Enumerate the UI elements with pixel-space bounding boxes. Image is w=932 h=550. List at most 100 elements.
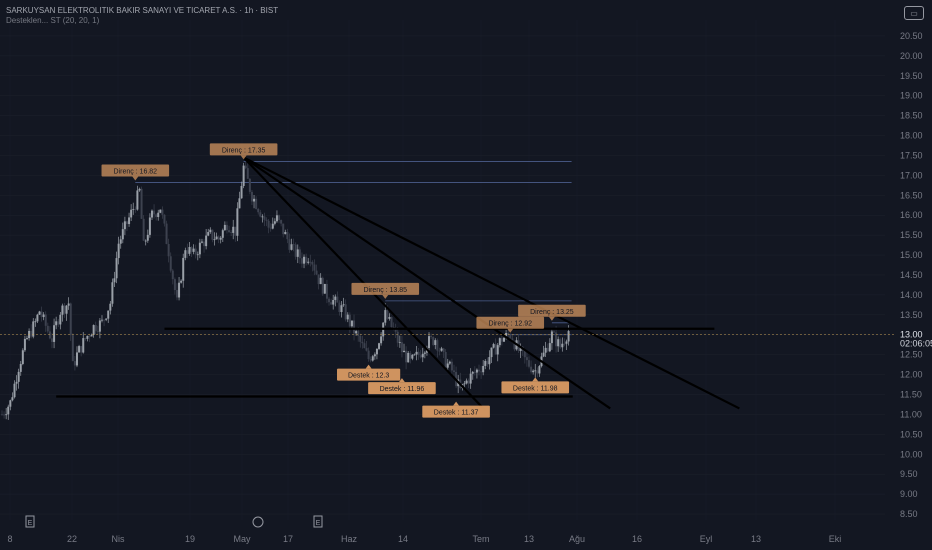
candle-body [421, 353, 424, 358]
candle-body [7, 406, 10, 415]
candle-body [361, 341, 364, 344]
clock-icon[interactable] [252, 516, 264, 528]
candle-body [228, 230, 231, 233]
candle-body [230, 232, 233, 233]
candle-body [46, 325, 49, 332]
candle-body [196, 254, 199, 256]
candle-body [496, 345, 499, 355]
y-tick-label: 16.50 [900, 190, 923, 200]
candle-body [19, 363, 22, 372]
label-pointer [398, 378, 405, 383]
candle-body [434, 340, 437, 345]
candle-body [480, 371, 483, 373]
x-axis[interactable]: 8 22 Nis 19 May 17 Haz 14 Tem 13 Ağu 16 Eyl 13 Eki [7, 534, 841, 544]
label-text: Destek : 11.98 [513, 385, 558, 392]
label-box [337, 368, 401, 381]
x-tick-label: Nis [112, 534, 125, 544]
candle-body [309, 261, 312, 263]
candle-body [396, 331, 399, 343]
candle-body [323, 283, 326, 294]
label-box [101, 164, 170, 177]
candle-body [192, 248, 195, 252]
x-tick-label: 13 [751, 534, 761, 544]
candle-body [117, 243, 120, 259]
candle-body [453, 370, 456, 372]
candle-body [180, 280, 183, 283]
candle-body [244, 165, 247, 169]
candle-body [57, 321, 60, 325]
y-tick-label: 20.00 [900, 51, 923, 61]
screen-toggle-button[interactable]: ▭ [904, 6, 924, 20]
candle-body [186, 250, 189, 254]
trendlines[interactable] [56, 156, 740, 412]
label-pointer [240, 155, 247, 160]
candle-body [532, 370, 535, 373]
candle-body [34, 321, 37, 323]
candle-body [350, 320, 353, 327]
x-tick-label: 16 [632, 534, 642, 544]
candle-body [386, 310, 389, 319]
candle-body [275, 215, 278, 222]
candle-body [53, 325, 56, 342]
candle-body [363, 343, 366, 349]
candle-body [450, 361, 453, 371]
trendline[interactable] [243, 156, 611, 410]
candle-body [86, 335, 89, 339]
earnings-icon[interactable] [313, 515, 323, 528]
candle-body [303, 256, 306, 264]
candle-body [313, 264, 316, 271]
y-axis[interactable]: 8.50 9.00 9.50 10.00 10.50 11.00 11.50 12.00 12.… [900, 31, 923, 519]
candle-body [3, 414, 6, 416]
y-tick-label: 12.50 [900, 350, 923, 360]
candle-body [36, 314, 39, 322]
candle-body [444, 352, 447, 368]
candle-body [188, 247, 191, 254]
candle-body [200, 241, 203, 243]
candle-body [21, 350, 24, 364]
y-tick-label: 14.00 [900, 290, 923, 300]
candle-body [294, 244, 297, 257]
candle-body [321, 277, 324, 294]
candle-body [144, 240, 147, 242]
x-tick-label: Eki [829, 534, 842, 544]
candle-body [559, 339, 562, 348]
candle-body [142, 218, 145, 241]
candle-body [538, 366, 541, 374]
x-tick-label: 19 [185, 534, 195, 544]
candle-body [494, 344, 497, 355]
candle-body [80, 346, 83, 353]
trendline[interactable] [243, 156, 740, 410]
y-tick-label: 10.50 [900, 429, 923, 439]
candle-body [25, 338, 28, 339]
candle-body [248, 178, 251, 192]
candle-body [325, 283, 328, 299]
x-tick-label: 22 [67, 534, 77, 544]
candle-body [419, 355, 422, 358]
candle-body [150, 210, 153, 218]
y-tick-label: 18.00 [900, 131, 923, 141]
candle-body [140, 188, 143, 219]
candle-body [225, 224, 228, 231]
candle-body [394, 328, 397, 332]
candle-body [519, 346, 522, 352]
candle-body [296, 249, 299, 257]
candle-body [523, 350, 526, 358]
candle-body [467, 380, 470, 384]
candle-body [121, 229, 124, 240]
chart-header: SARKUYSAN ELEKTROLITIK BAKIR SANAYI VE T… [6, 6, 278, 26]
earnings-icon[interactable] [25, 515, 35, 528]
candle-body [490, 347, 493, 358]
label-text: Direnç : 17.35 [222, 147, 266, 154]
candle-body [257, 208, 260, 213]
candle-body [11, 397, 14, 401]
candle-body [9, 400, 12, 407]
candle-body [119, 239, 122, 244]
candle-body [263, 216, 266, 220]
resistance-label: Direnç : 13.85 [351, 282, 420, 299]
y-tick-label: 15.00 [900, 250, 923, 260]
candle-body [307, 261, 310, 263]
candle-body [530, 366, 533, 373]
candle-body [50, 338, 53, 342]
